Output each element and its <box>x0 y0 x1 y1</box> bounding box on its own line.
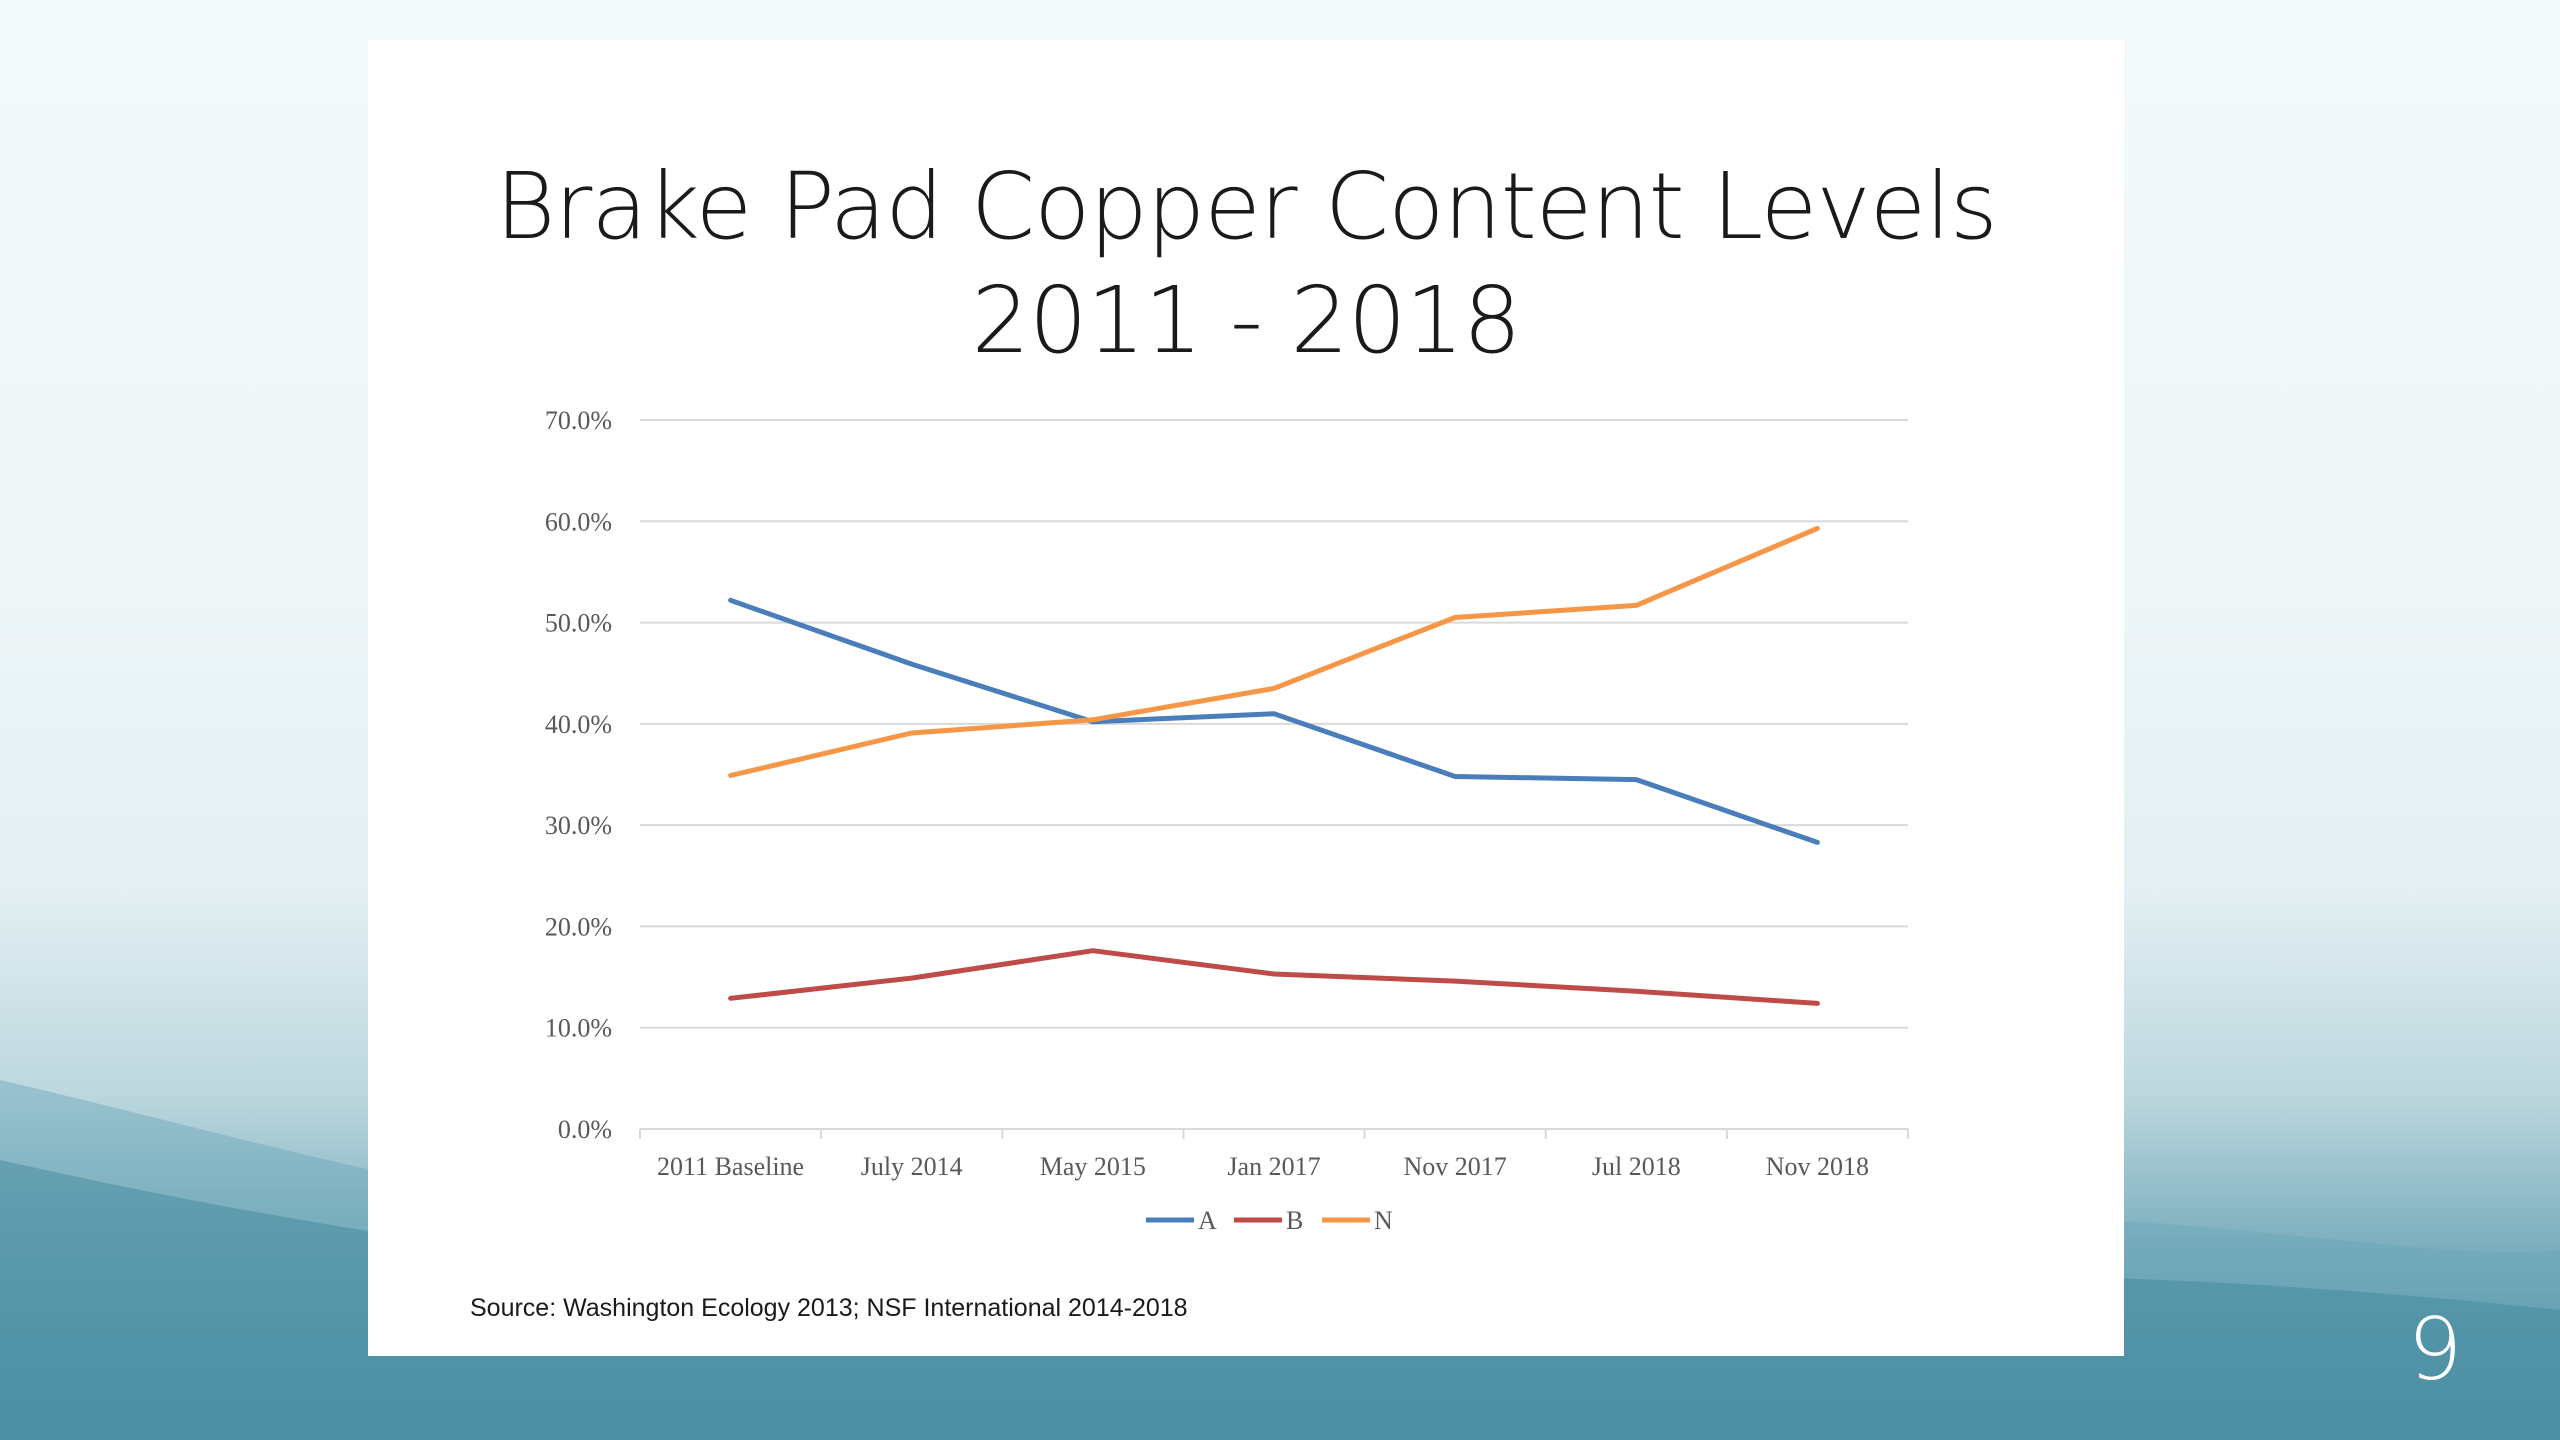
x-tick-label: Nov 2018 <box>1766 1152 1869 1181</box>
y-tick-label: 10.0% <box>545 1014 612 1043</box>
chart-y-axis: 0.0% 10.0% 20.0% 30.0% 40.0% 50.0% 60.0% 70.0% <box>545 406 612 1144</box>
y-tick-label: 70.0% <box>545 406 612 435</box>
y-tick-label: 50.0% <box>545 609 612 638</box>
chart-series <box>728 525 1820 1006</box>
title-line-1: Brake Pad Copper Content Levels <box>495 153 1998 260</box>
x-tick-label: Jul 2018 <box>1592 1152 1681 1181</box>
source-note: Source: Washington Ecology 2013; NSF Int… <box>470 1294 1188 1322</box>
y-tick-label: 60.0% <box>545 507 612 536</box>
legend-label-a: A <box>1198 1206 1217 1235</box>
x-tick-label: Jan 2017 <box>1227 1152 1320 1181</box>
y-tick-label: 0.0% <box>558 1115 612 1144</box>
slide-card: Brake Pad Copper Content Levels 2011 - 2… <box>368 40 2124 1356</box>
series-line-b <box>728 948 1820 1006</box>
slide-title: Brake Pad Copper Content Levels 2011 - 2… <box>368 150 2124 378</box>
chart-x-axis: 2011 Baseline July 2014 May 2015 Jan 2017 No… <box>639 1128 1909 1181</box>
x-tick-label: July 2014 <box>861 1152 963 1181</box>
x-tick-label: May 2015 <box>1040 1152 1146 1181</box>
chart-gridlines <box>640 419 1908 1029</box>
line-chart: 0.0%10.0%20.0%30.0%40.0%50.0%60.0%70.0% … <box>545 406 1909 1235</box>
x-tick-label: 2011 Baseline <box>657 1152 804 1181</box>
y-tick-label: 20.0% <box>545 912 612 941</box>
series-line-n <box>728 525 1820 778</box>
y-tick-label: 30.0% <box>545 811 612 840</box>
legend-label-b: B <box>1286 1206 1303 1235</box>
page-number: 9 <box>2407 1300 2463 1400</box>
y-tick-label: 40.0% <box>545 710 612 739</box>
legend-label-n: N <box>1374 1206 1393 1235</box>
title-line-2: 2011 - 2018 <box>971 267 1522 374</box>
series-line-a <box>728 597 1820 845</box>
x-tick-label: Nov 2017 <box>1404 1152 1507 1181</box>
